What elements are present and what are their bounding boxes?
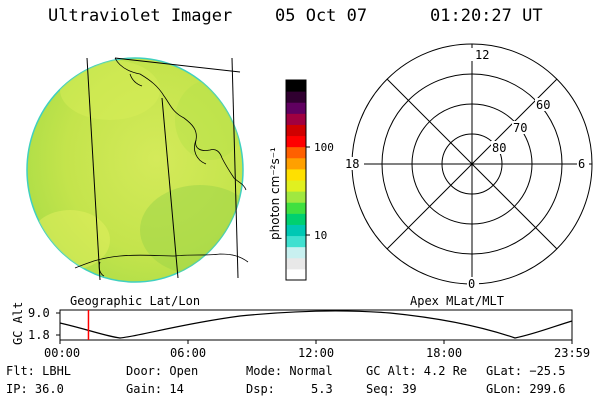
colorbar-unit-label: photon cm⁻²s⁻¹ [268, 147, 282, 240]
altitude-y-ticks [56, 312, 60, 336]
colorbar-segment [286, 80, 306, 92]
colorbar-segment [286, 180, 306, 192]
time-tick-1800: 18:00 [426, 346, 463, 360]
status-door: Door: Open [126, 364, 199, 378]
longitude-line [231, 57, 239, 279]
coastline [74, 57, 249, 277]
instrument-title: Ultraviolet Imager [48, 6, 233, 26]
altitude-x-ticks [59, 340, 573, 344]
mlat-label-60: 60 [536, 98, 550, 112]
geographic-gridlines [86, 57, 241, 281]
colorbar-segment [286, 102, 306, 114]
colorbar-segment [286, 135, 306, 148]
mlat-label-80: 80 [492, 141, 506, 155]
altitude-tick-high: 9.0 [28, 306, 50, 320]
colorbar-segment [286, 146, 306, 159]
altitude-tick-low: 1.8 [28, 328, 50, 342]
mlat-label-70: 70 [513, 121, 527, 135]
colorbar-segment [286, 268, 306, 281]
status-dsp: Dsp: 5.3 [246, 382, 333, 396]
mlt-label-0: 0 [468, 277, 475, 291]
latitude-line [114, 57, 241, 73]
colorbar-segment [286, 257, 306, 270]
status-gain: Gain: 14 [126, 382, 184, 396]
colorbar-frame [285, 79, 307, 281]
colorbar-segment [286, 157, 306, 170]
polar-grid [351, 43, 593, 285]
time-label: 01:20:27 UT [430, 6, 543, 26]
colorbar-tick-10: 10 [314, 229, 327, 242]
colorbar-segment [286, 213, 306, 225]
colorbar-segment [286, 168, 306, 181]
longitude-line [86, 57, 101, 281]
time-tick-1200: 12:00 [298, 346, 335, 360]
colorbar-segment [286, 202, 306, 214]
status-mode: Mode: Normal [246, 364, 333, 378]
polar-diagonal [386, 78, 558, 250]
colorbar-segment [286, 113, 306, 125]
mlt-label-6: 6 [578, 157, 585, 171]
time-tick-0600: 06:00 [170, 346, 207, 360]
status-ip: IP: 36.0 [6, 382, 64, 396]
colorbar-tick-100: 100 [314, 141, 334, 154]
colorbar [286, 80, 306, 281]
altitude-curve [59, 310, 573, 339]
time-tick-0000: 00:00 [44, 346, 81, 360]
colorbar-segment [286, 124, 306, 137]
apex-panel-label: Apex MLat/MLT [410, 294, 504, 308]
status-glon: GLon: 299.6 [486, 382, 566, 396]
date-label: 05 Oct 07 [275, 6, 368, 26]
geographic-image [26, 57, 249, 283]
colorbar-segment [286, 246, 306, 259]
colorbar-segment [286, 191, 306, 203]
status-gc-alt: GC Alt: 4.2 Re [366, 364, 468, 378]
colorbar-segment [286, 235, 306, 248]
status-filter: Flt: LBHL [6, 364, 72, 378]
status-seq: Seq: 39 [366, 382, 417, 396]
colorbar-segment [286, 91, 306, 103]
geographic-panel-label: Geographic Lat/Lon [70, 294, 201, 308]
colorbar-segment [286, 224, 306, 237]
status-glat: GLat: −25.5 [486, 364, 566, 378]
colorbar-ticks [306, 146, 310, 236]
time-tick-2359: 23:59 [554, 346, 591, 360]
mlt-label-18: 18 [345, 157, 359, 171]
altitude-axis-label: GC Alt [11, 302, 25, 345]
longitude-line [161, 97, 179, 279]
mlt-label-12: 12 [475, 48, 489, 62]
